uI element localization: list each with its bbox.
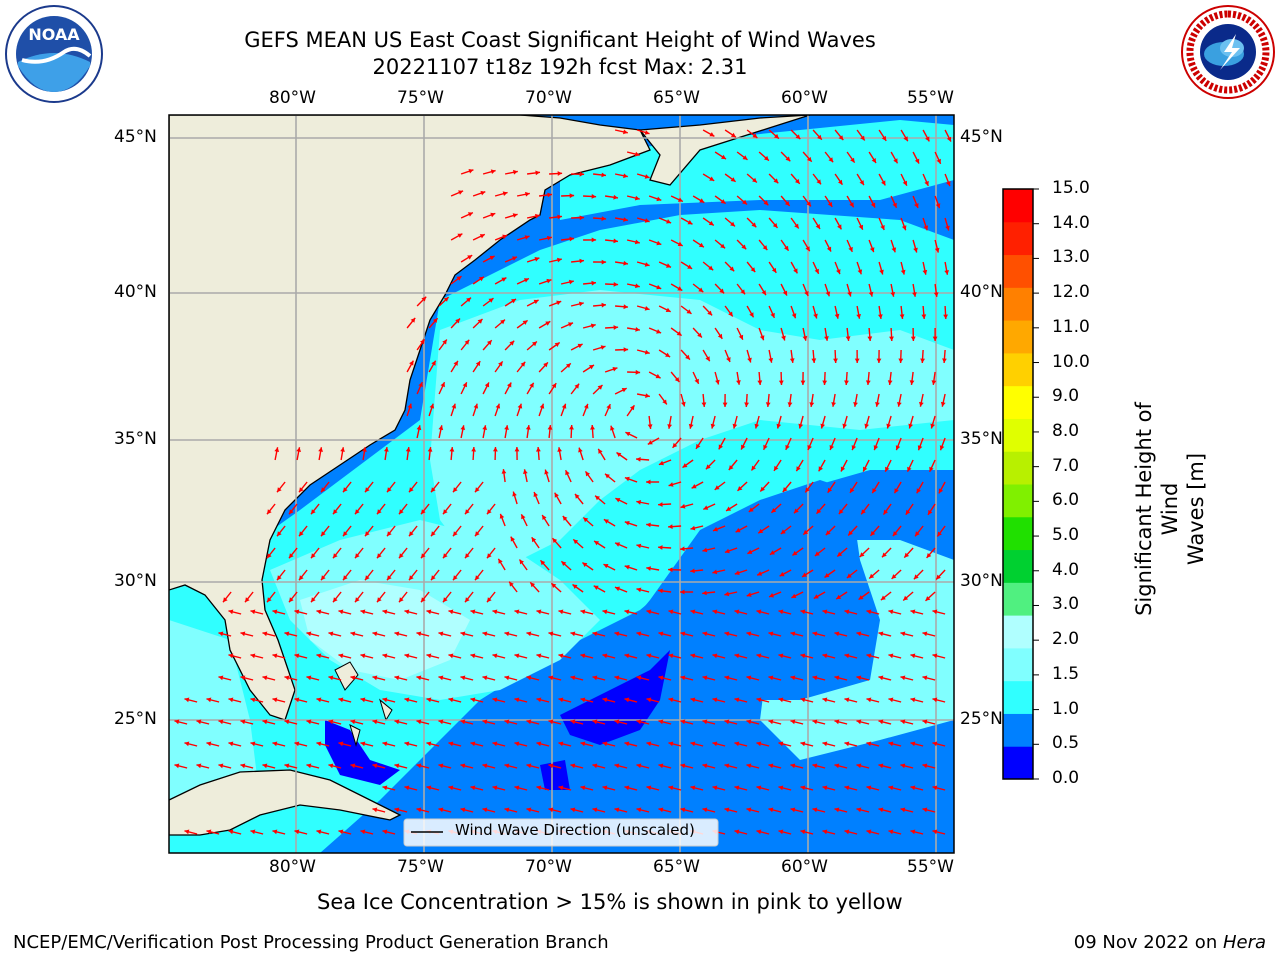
colorbar-segment <box>1003 451 1033 485</box>
lat-label-left-30n: 30°N <box>114 571 157 591</box>
colorbar-tick-label: 5.0 <box>1052 525 1080 546</box>
nws-logo <box>1180 4 1276 100</box>
legend-label: Wind Wave Direction (unscaled) <box>455 821 695 839</box>
colorbar-segment <box>1003 647 1033 682</box>
colorbar-segment <box>1003 221 1033 256</box>
colorbar-segment <box>1003 615 1033 649</box>
wave-height-contour-darkblue-1 <box>560 650 670 745</box>
lon-label-top-70w: 70°W <box>525 88 572 108</box>
colorbar-tick-label: 4.0 <box>1052 559 1080 580</box>
footer-host: Hera <box>1222 932 1266 953</box>
graticule <box>169 115 954 853</box>
noaa-logo-text: NOAA <box>28 25 80 44</box>
colorbar-tick-label: 15.0 <box>1052 178 1090 198</box>
lat-label-right-30n: 30°N <box>960 571 1003 591</box>
lon-label-bottom-75w: 75°W <box>397 857 444 877</box>
colorbar-segment <box>1003 582 1033 616</box>
wave-height-contour-darkblue-2 <box>540 760 570 790</box>
colorbar-segment <box>1003 516 1033 551</box>
colorbar-tick-label: 2.0 <box>1052 629 1080 650</box>
lat-label-right-40n: 40°N <box>960 282 1003 302</box>
lat-label-right-45n: 45°N <box>960 127 1003 147</box>
colorbar-segment <box>1003 287 1033 321</box>
colorbar-tick-label: 7.0 <box>1052 455 1080 476</box>
land-bahamas <box>334 661 393 747</box>
colorbar-segment <box>1003 549 1033 583</box>
colorbar-label-line1: Significant Height of Wind <box>1132 402 1182 616</box>
lon-label-bottom-65w: 65°W <box>653 857 700 877</box>
wind-wave-direction-arrows <box>174 129 952 835</box>
lon-label-top-55w: 55°W <box>907 88 954 108</box>
lon-label-bottom-70w: 70°W <box>525 857 572 877</box>
colorbar-tick-label: 1.0 <box>1052 698 1080 719</box>
noaa-logo: NOAA <box>4 4 104 104</box>
colorbar-segment <box>1003 680 1033 714</box>
colorbar-segment <box>1003 713 1033 747</box>
lat-label-right-25n: 25°N <box>960 709 1003 729</box>
colorbar-tick-label: 8.0 <box>1052 420 1080 441</box>
lat-label-left-45n: 45°N <box>114 127 157 147</box>
lat-label-left-25n: 25°N <box>114 709 157 729</box>
wave-height-contour-cyan-ne <box>560 120 954 220</box>
map-plot-area <box>169 115 954 853</box>
colorbar-segment <box>1003 320 1033 354</box>
colorbar-segment <box>1003 352 1033 387</box>
colorbar-segment <box>1003 385 1033 419</box>
footer-date-text: 09 Nov 2022 on <box>1073 932 1223 953</box>
colorbar-tick-label: 10.0 <box>1052 351 1090 372</box>
footer-date: 09 Nov 2022 on Hera <box>1074 932 1266 953</box>
lon-label-top-75w: 75°W <box>397 88 444 108</box>
lat-label-right-35n: 35°N <box>960 429 1003 449</box>
lon-label-top-65w: 65°W <box>653 88 700 108</box>
lon-label-top-60w: 60°W <box>781 88 828 108</box>
chart-title-line2: 20221107 t18z 192h fcst Max: 2.31 <box>372 55 748 79</box>
colorbar <box>1002 188 1039 780</box>
colorbar-tick-label: 6.0 <box>1052 490 1080 511</box>
colorbar-label-line2: Waves [m] <box>1184 452 1208 566</box>
sea-ice-note: Sea Ice Concentration > 15% is shown in … <box>317 890 903 914</box>
colorbar-tick-label: 13.0 <box>1052 247 1090 268</box>
lon-label-top-80w: 80°W <box>269 88 316 108</box>
colorbar-tick-label: 12.0 <box>1052 282 1090 303</box>
colorbar-label: Significant Height of Wind Waves [m] <box>1131 379 1209 639</box>
colorbar-tick-label: 0.5 <box>1052 733 1080 754</box>
lat-label-left-35n: 35°N <box>114 429 157 449</box>
colorbar-tick-label: 11.0 <box>1052 316 1090 337</box>
lat-label-left-40n: 40°N <box>114 282 157 302</box>
colorbar-segment <box>1003 189 1033 223</box>
land-nova-scotia <box>638 115 811 186</box>
colorbar-tick-label: 1.5 <box>1052 663 1080 684</box>
map-frame <box>168 114 955 854</box>
lon-label-bottom-80w: 80°W <box>269 857 316 877</box>
colorbar-tick-label: 9.0 <box>1052 386 1080 407</box>
colorbar-tick-label: 3.0 <box>1052 594 1080 615</box>
land-north-america <box>169 115 651 721</box>
wave-height-contour-darkblue-3 <box>325 720 400 785</box>
colorbar-segment <box>1003 746 1033 780</box>
chart-title-line1: GEFS MEAN US East Coast Significant Heig… <box>244 28 876 52</box>
colorbar-segment <box>1003 484 1033 518</box>
map-legend <box>403 818 719 847</box>
lon-label-bottom-60w: 60°W <box>781 857 828 877</box>
colorbar-tick-label: 14.0 <box>1052 212 1090 233</box>
colorbar-segment <box>1003 254 1033 288</box>
wave-height-contour-blue <box>460 480 880 853</box>
lon-label-bottom-55w: 55°W <box>907 857 954 877</box>
colorbar-tick-label: 0.0 <box>1052 768 1080 788</box>
footer-branch: NCEP/EMC/Verification Post Processing Pr… <box>13 932 609 953</box>
colorbar-segment <box>1003 418 1033 452</box>
